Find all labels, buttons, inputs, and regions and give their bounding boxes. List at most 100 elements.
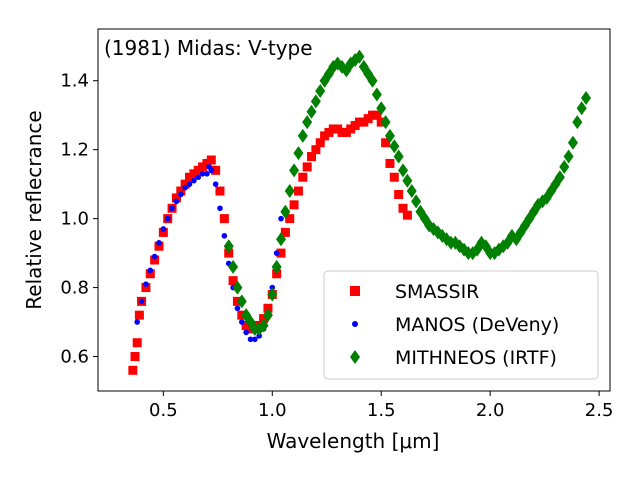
mithneos-point [228, 259, 239, 274]
smassir-point [134, 310, 144, 320]
smassir-point [307, 152, 317, 162]
mithneos-point [310, 94, 321, 109]
manos-point [221, 233, 228, 239]
mithneos-point [223, 239, 234, 254]
manos-point [195, 174, 202, 181]
manos-point [169, 205, 175, 212]
smassir-point [154, 241, 164, 251]
smassir-point [215, 186, 225, 196]
mithneos-point [572, 115, 583, 130]
mithneos-point [576, 101, 587, 116]
mithneos-point [236, 294, 247, 309]
mithneos-point [398, 163, 409, 178]
manos-point [134, 319, 141, 325]
smassir-point [402, 210, 412, 220]
manos-point [199, 171, 206, 177]
manos-point [217, 205, 223, 212]
mithneos-point [559, 159, 570, 174]
mithneos-point [276, 232, 287, 247]
y-tick-label: 1.2 [60, 140, 89, 161]
manos-point [278, 215, 284, 222]
smassir-point [276, 248, 286, 258]
legend: SMASSIR MANOS (DeVeny) MITHNEOS (IRTF) [323, 270, 599, 380]
mithneos-point [402, 173, 413, 188]
x-tick-label: 2.5 [585, 400, 614, 421]
plot-frame [97, 28, 611, 392]
smassir-point [315, 138, 325, 148]
legend-label-mithneos: MITHNEOS (IRTF) [395, 347, 557, 369]
mithneos-point [384, 128, 395, 143]
smassir-point [150, 255, 160, 265]
mithneos-point [289, 163, 300, 178]
smassir-point [385, 158, 395, 168]
y-tick-label: 0.6 [60, 347, 89, 368]
mithneos-point [267, 287, 278, 302]
smassir-point [298, 172, 308, 182]
smassir-point [394, 189, 404, 199]
x-tick-label: 1.0 [258, 400, 287, 421]
y-tick-label: 1.0 [60, 209, 89, 230]
legend-marker-smassir [350, 286, 360, 296]
smassir-point [280, 227, 290, 237]
annotation-text: (1981) Midas: V-type [104, 36, 313, 60]
legend-marker-manos [352, 321, 358, 327]
smassir-point [206, 155, 216, 165]
manos-point [273, 250, 280, 256]
manos-point [212, 181, 219, 187]
mithneos-point [376, 101, 387, 116]
mithneos-point [306, 104, 317, 119]
smassir-point [128, 365, 138, 375]
smassir-point [289, 200, 299, 210]
smassir-point [285, 214, 295, 224]
smassir-point [398, 203, 408, 213]
manos-point [177, 191, 184, 198]
mithneos-point [280, 204, 291, 219]
manos-point [204, 171, 210, 177]
mithneos-point [389, 139, 400, 154]
y-tick-label: 1.4 [60, 71, 89, 92]
mithneos-point [371, 87, 382, 102]
x-axis-ticks: 0.5 1.0 1.5 2.0 2.5 [149, 391, 613, 421]
legend-box [323, 270, 599, 380]
smassir-point [372, 110, 382, 120]
y-axis-ticks: 0.6 0.8 1.0 1.2 1.4 [60, 71, 98, 368]
series-mithneos [223, 49, 592, 336]
mithneos-point [393, 149, 404, 164]
mithneos-point [554, 170, 565, 185]
smassir-point [180, 179, 190, 189]
mithneos-point [367, 73, 378, 88]
mithneos-point [411, 194, 422, 209]
mithneos-point [563, 149, 574, 164]
smassir-point [293, 186, 303, 196]
mithneos-point [581, 90, 592, 105]
mithneos-point [567, 135, 578, 150]
mithneos-point [232, 280, 243, 295]
manos-point [186, 181, 193, 187]
mithneos-point [354, 49, 365, 64]
x-tick-label: 2.0 [476, 400, 505, 421]
legend-marker-mithneos [350, 350, 360, 364]
manos-point [208, 167, 215, 174]
manos-point [138, 298, 145, 305]
smassir-point [228, 276, 238, 286]
mithneos-point [258, 318, 269, 333]
manos-point [182, 184, 188, 191]
smassir-point [130, 352, 140, 362]
series-manos [134, 164, 284, 343]
manos-point [234, 305, 241, 312]
mithneos-point [297, 128, 308, 143]
y-axis-label: Relative reflecrance [22, 110, 46, 309]
mithneos-point [315, 84, 326, 99]
manos-point [173, 198, 180, 205]
smassir-point [311, 145, 321, 155]
smassir-point [171, 193, 181, 203]
mithneos-point [406, 184, 417, 199]
smassir-point [381, 138, 391, 148]
manos-point [238, 319, 245, 325]
mithneos-point [302, 115, 313, 130]
smassir-point [132, 338, 142, 348]
smassir-point [302, 162, 312, 172]
manos-point [247, 336, 254, 343]
smassir-point [176, 186, 186, 196]
